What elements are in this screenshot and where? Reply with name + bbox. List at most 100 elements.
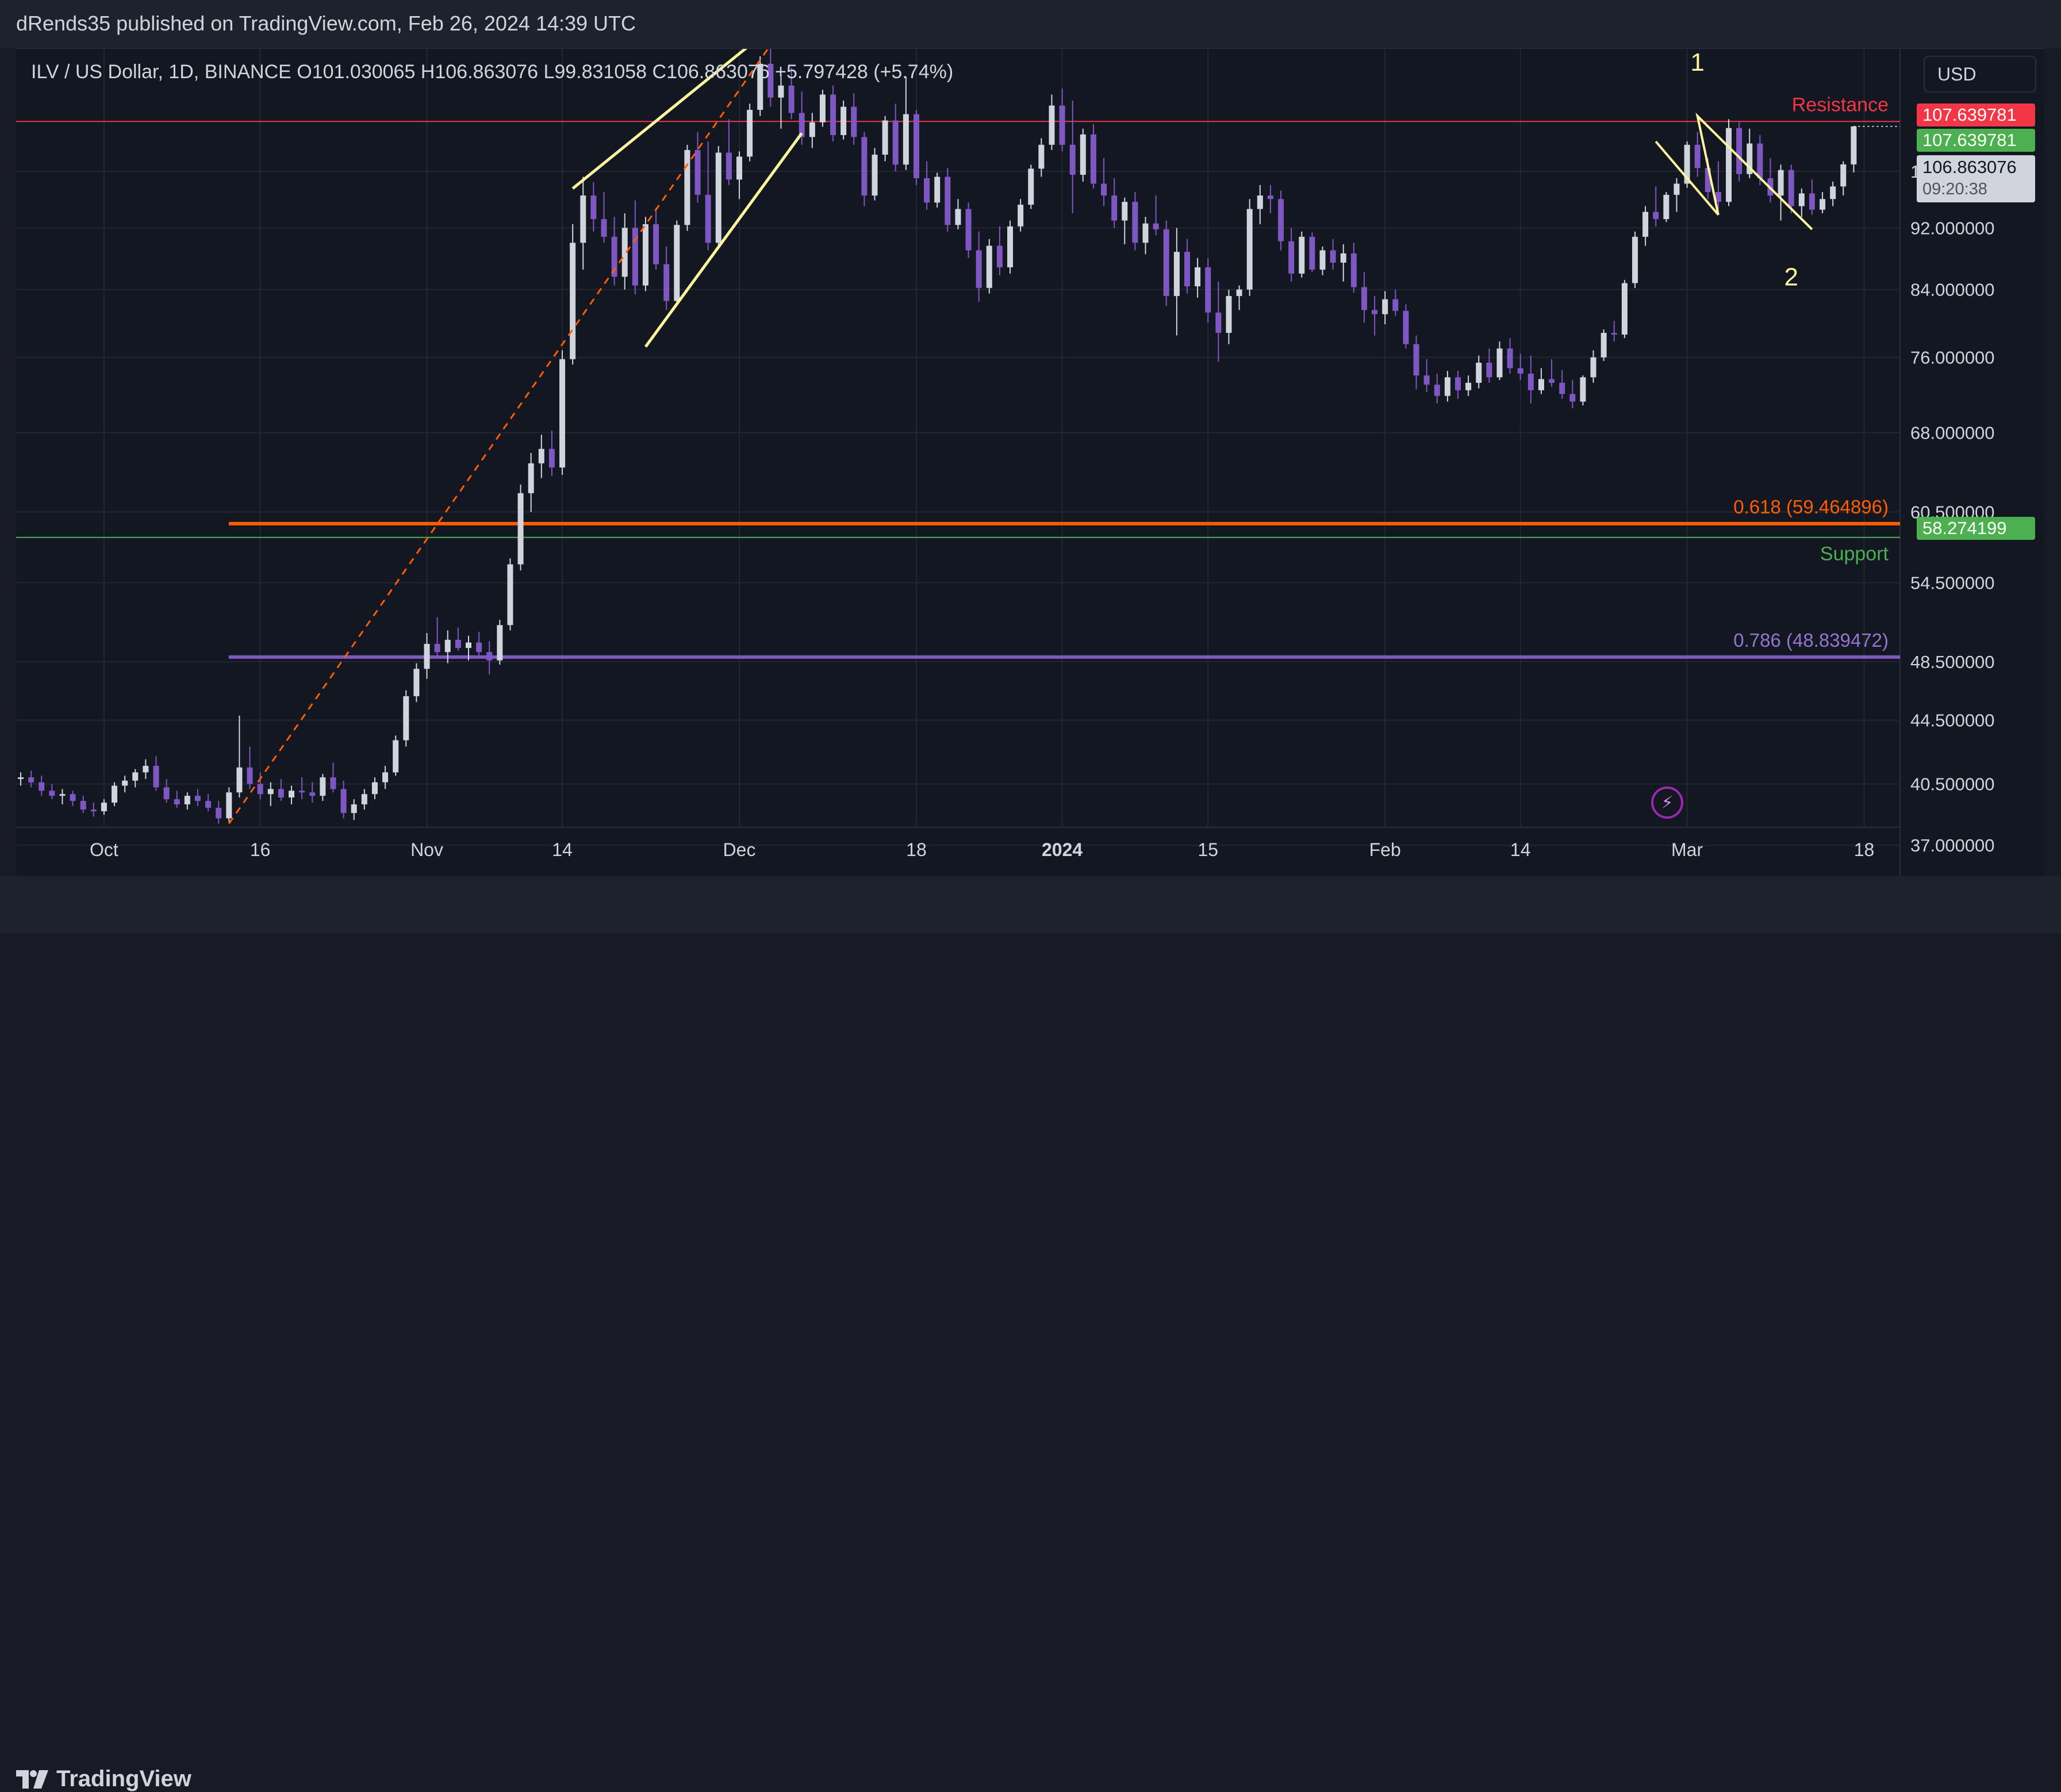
- candle-body[interactable]: [1653, 212, 1659, 220]
- candle-body[interactable]: [1549, 379, 1555, 383]
- candle-body[interactable]: [1184, 252, 1190, 287]
- candle-body[interactable]: [548, 448, 555, 468]
- candle-body[interactable]: [497, 625, 503, 661]
- candle-body[interactable]: [1205, 267, 1211, 313]
- candle-body[interactable]: [1580, 377, 1586, 402]
- lightning-icon[interactable]: ⚡: [1651, 786, 1683, 819]
- candle-body[interactable]: [1226, 296, 1232, 333]
- candle-body[interactable]: [1153, 223, 1159, 229]
- candle-body[interactable]: [476, 642, 482, 653]
- candle-body[interactable]: [1330, 250, 1336, 263]
- candle-body[interactable]: [882, 120, 888, 155]
- candle-body[interactable]: [444, 639, 451, 653]
- candle-body[interactable]: [1309, 236, 1315, 270]
- fib-trend-dashed-line[interactable]: [228, 49, 770, 824]
- candle-body[interactable]: [1611, 332, 1617, 335]
- candle-body[interactable]: [924, 178, 930, 203]
- candle-body[interactable]: [1101, 183, 1107, 196]
- candle-body[interactable]: [59, 794, 66, 796]
- candle-body[interactable]: [1601, 332, 1607, 358]
- candle-body[interactable]: [371, 782, 378, 795]
- candle-body[interactable]: [122, 780, 128, 786]
- candle-body[interactable]: [861, 137, 868, 196]
- candle-body[interactable]: [1173, 252, 1180, 296]
- candle-body[interactable]: [330, 777, 336, 789]
- candle-body[interactable]: [1632, 236, 1638, 283]
- candle-body[interactable]: [247, 767, 253, 784]
- candle-body[interactable]: [1018, 205, 1024, 227]
- candle-body[interactable]: [1007, 226, 1014, 267]
- candle-body[interactable]: [538, 448, 544, 463]
- candle-body[interactable]: [830, 94, 836, 135]
- candle-body[interactable]: [70, 794, 76, 801]
- candle-body[interactable]: [1423, 375, 1430, 385]
- candle-body[interactable]: [1788, 170, 1794, 206]
- candle-body[interactable]: [684, 149, 690, 225]
- candle-body[interactable]: [1319, 250, 1326, 270]
- candle-body[interactable]: [320, 777, 326, 796]
- candle-body[interactable]: [1059, 105, 1065, 145]
- candle-body[interactable]: [1726, 128, 1732, 202]
- candle-body[interactable]: [1476, 362, 1482, 383]
- candle-body[interactable]: [278, 789, 284, 798]
- candle-body[interactable]: [1705, 168, 1711, 192]
- candle-body[interactable]: [872, 154, 878, 196]
- candle-body[interactable]: [1736, 128, 1743, 174]
- candle-body[interactable]: [559, 359, 566, 468]
- candle-body[interactable]: [132, 772, 139, 781]
- candle-body[interactable]: [840, 106, 847, 135]
- candle-body[interactable]: [726, 152, 732, 180]
- candle-body[interactable]: [424, 643, 430, 669]
- candle-body[interactable]: [1142, 223, 1149, 243]
- candle-body[interactable]: [163, 787, 170, 800]
- candle-body[interactable]: [1830, 186, 1836, 199]
- candle-body[interactable]: [49, 791, 55, 796]
- candle-body[interactable]: [892, 120, 899, 165]
- trendline-upper[interactable]: [571, 49, 770, 190]
- candle-body[interactable]: [1215, 312, 1222, 333]
- candle-body[interactable]: [1382, 299, 1388, 314]
- candle-body[interactable]: [788, 85, 795, 113]
- candle-body[interactable]: [996, 245, 1003, 267]
- candle-body[interactable]: [1621, 283, 1628, 335]
- candle-body[interactable]: [913, 114, 919, 178]
- candle-body[interactable]: [601, 219, 607, 237]
- candle-body[interactable]: [632, 228, 638, 286]
- candle-body[interactable]: [39, 782, 45, 791]
- candle-body[interactable]: [1715, 191, 1721, 202]
- candle-body[interactable]: [299, 791, 305, 793]
- candle-body[interactable]: [486, 652, 493, 661]
- candle-body[interactable]: [465, 642, 471, 649]
- candle-body[interactable]: [976, 250, 982, 288]
- candle-body[interactable]: [1674, 183, 1680, 195]
- candle-body[interactable]: [1090, 134, 1096, 184]
- candle-body[interactable]: [1694, 144, 1701, 168]
- candle-body[interactable]: [517, 493, 524, 565]
- candle-body[interactable]: [236, 767, 243, 793]
- candle-body[interactable]: [90, 809, 97, 812]
- candle-body[interactable]: [715, 152, 721, 243]
- candle-body[interactable]: [216, 808, 222, 819]
- candle-body[interactable]: [694, 149, 701, 195]
- candle-body[interactable]: [1038, 144, 1045, 169]
- candle-body[interactable]: [663, 264, 670, 301]
- candle-body[interactable]: [809, 122, 815, 137]
- candle-body[interactable]: [1538, 379, 1544, 390]
- candle-body[interactable]: [194, 796, 201, 801]
- candle-body[interactable]: [1028, 168, 1034, 205]
- candle-body[interactable]: [143, 766, 149, 773]
- candle-body[interactable]: [1840, 164, 1847, 187]
- candle-body[interactable]: [1267, 195, 1273, 199]
- candle-body[interactable]: [1122, 202, 1128, 221]
- candle-body[interactable]: [955, 209, 961, 225]
- candle-body[interactable]: [1236, 289, 1242, 296]
- candle-body[interactable]: [757, 63, 763, 110]
- trendline-lower[interactable]: [644, 132, 803, 348]
- candle-body[interactable]: [1434, 385, 1440, 396]
- candle-body[interactable]: [1517, 368, 1523, 374]
- candle-body[interactable]: [674, 225, 680, 301]
- candle-body[interactable]: [570, 243, 576, 359]
- candle-body[interactable]: [1465, 382, 1472, 390]
- candle-body[interactable]: [434, 643, 440, 653]
- candle-body[interactable]: [382, 772, 389, 782]
